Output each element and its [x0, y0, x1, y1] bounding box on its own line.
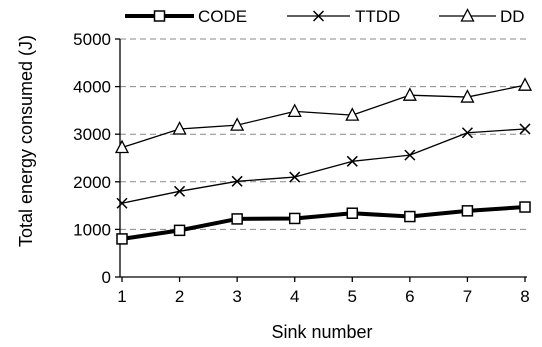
data-point [116, 197, 128, 209]
data-point [173, 224, 186, 237]
data-point [231, 213, 243, 225]
x-axis-title: Sink number [271, 322, 372, 342]
series-group [114, 77, 533, 245]
data-point [461, 205, 474, 217]
data-point [460, 89, 475, 103]
x-tick-label: 4 [290, 287, 299, 306]
data-point [517, 77, 533, 91]
data-point [174, 185, 186, 197]
data-point [519, 123, 531, 135]
x-axis-ticks: 1 2 3 4 5 6 7 8 [117, 277, 530, 306]
x-tick-label: 2 [175, 287, 184, 306]
legend-marker [153, 10, 166, 22]
y-axis-ticks: 0 1000 2000 3000 4000 5000 [73, 30, 120, 287]
data-point [346, 155, 358, 167]
x-tick-label: 1 [117, 287, 126, 306]
x-tick-label: 6 [405, 287, 414, 306]
legend-label: DD [500, 7, 525, 26]
data-point [345, 107, 360, 121]
x-tick-label: 8 [520, 287, 529, 306]
legend-item-ttdd: TTDD [287, 7, 400, 26]
y-tick-label: 5000 [73, 30, 111, 49]
y-tick-label: 3000 [73, 125, 111, 144]
data-point [116, 233, 128, 245]
series-line [121, 205, 526, 241]
series-line [121, 84, 526, 149]
x-tick-label: 3 [232, 287, 241, 306]
legend-item-code: CODE [125, 7, 247, 26]
y-tick-label: 1000 [73, 220, 111, 239]
data-point [289, 171, 301, 183]
data-point [172, 121, 187, 135]
data-point [346, 207, 359, 219]
series-code [116, 201, 531, 245]
y-tick-label: 0 [102, 268, 111, 287]
legend-label: TTDD [355, 7, 400, 26]
grid-lines [120, 38, 527, 230]
data-point [231, 175, 243, 187]
data-point [519, 201, 531, 213]
x-tick-label: 7 [463, 287, 472, 306]
data-point [287, 103, 302, 118]
legend-label: CODE [198, 7, 247, 26]
legend-item-dd: DD [439, 7, 525, 26]
data-point [404, 149, 416, 161]
y-tick-label: 4000 [73, 78, 111, 97]
data-point [230, 117, 245, 131]
y-tick-label: 2000 [73, 173, 111, 192]
legend-marker [312, 10, 325, 22]
y-axis-title: Total energy consumed (J) [16, 35, 36, 247]
series-dd [114, 77, 533, 154]
series-ttdd [116, 123, 531, 209]
x-tick-label: 5 [348, 287, 357, 306]
legend: CODE TTDD DD [125, 7, 525, 26]
data-point [114, 139, 130, 154]
data-point [461, 127, 473, 139]
data-point [404, 210, 416, 223]
data-point [402, 87, 417, 101]
data-point [288, 212, 301, 225]
series-line [121, 128, 526, 204]
legend-marker [460, 8, 475, 22]
